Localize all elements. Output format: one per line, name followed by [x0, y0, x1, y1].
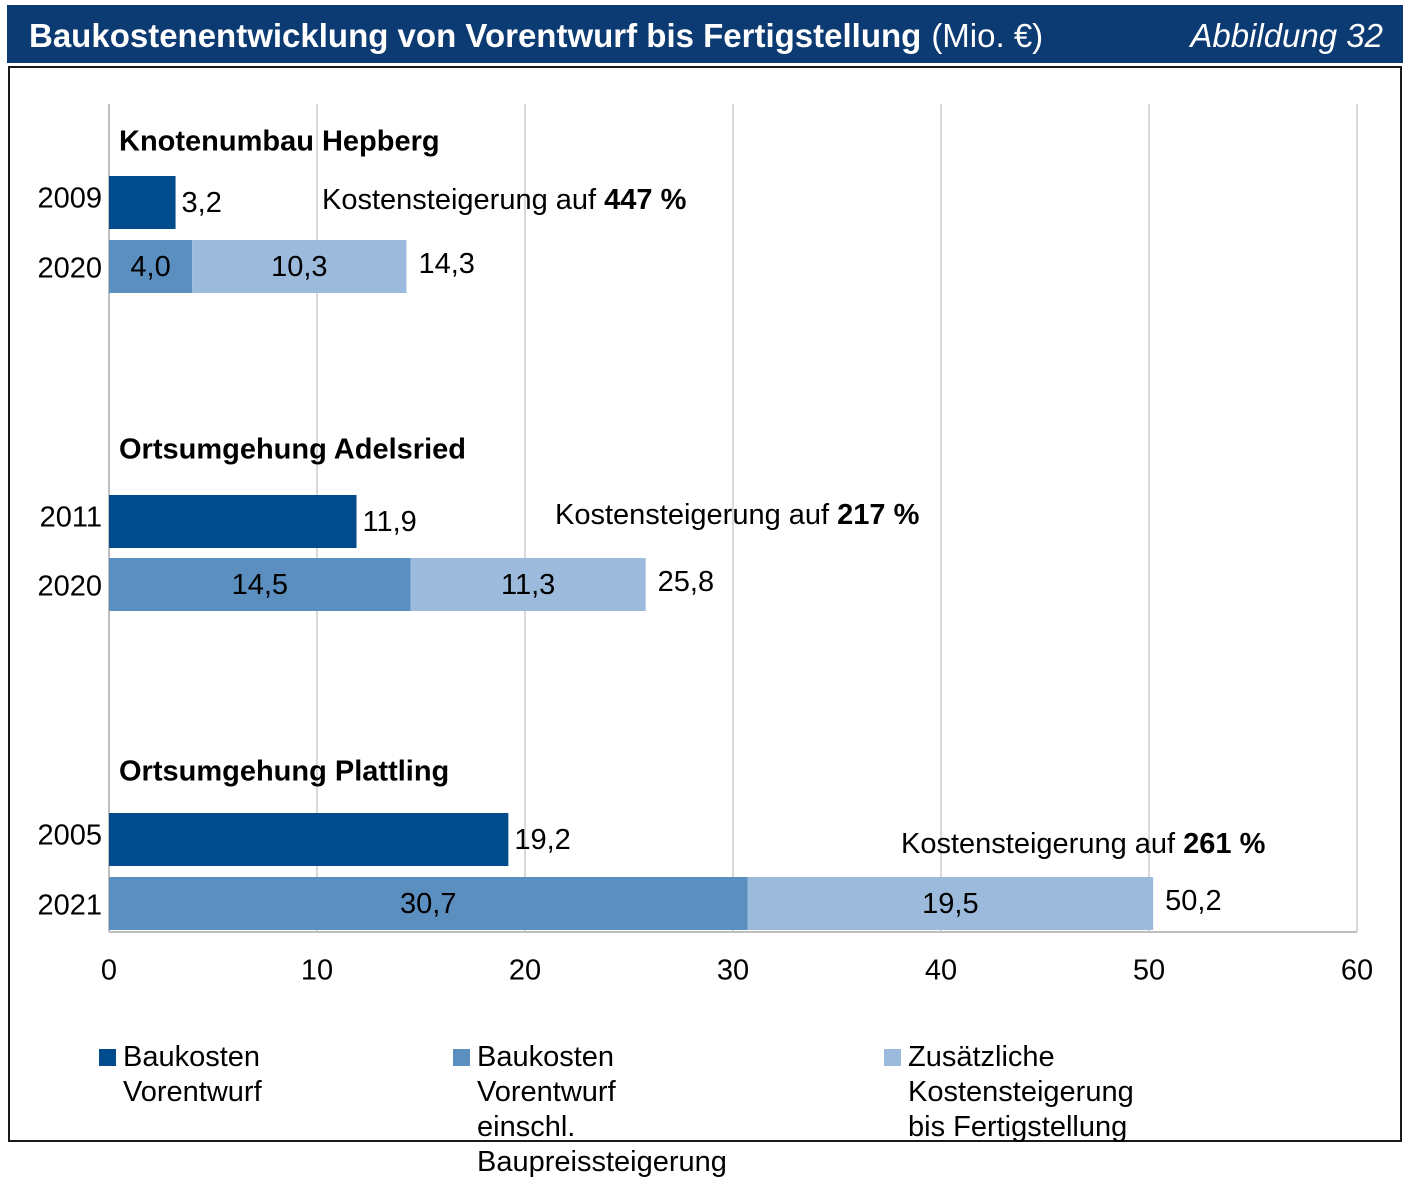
- x-tick-label: 30: [717, 955, 749, 987]
- x-tick-label: 60: [1341, 955, 1373, 987]
- year-label: 2020: [37, 571, 102, 603]
- group-title: Ortsumgehung Adelsried: [119, 434, 466, 466]
- segment-value-label: 14,5: [232, 569, 288, 601]
- segment-value-label: 10,3: [271, 251, 327, 283]
- figure-number: Abbildung 32: [1190, 17, 1383, 54]
- year-label: 2021: [37, 890, 102, 922]
- cost-increase-value: 261 %: [1183, 828, 1265, 860]
- cost-increase-prefix: Kostensteigerung auf: [901, 828, 1183, 860]
- legend-swatch-zusaetzliche-kostensteigerung: [884, 1049, 901, 1066]
- bar-segment: [109, 240, 193, 293]
- year-label: 2020: [37, 253, 102, 285]
- bar-segment: [109, 176, 176, 229]
- bar-segment: [109, 495, 357, 548]
- total-value-label: 25,8: [658, 566, 714, 598]
- year-label: 2005: [37, 820, 102, 852]
- group-title: Knotenumbau Hepberg: [119, 126, 440, 158]
- chart-title: Baukostenentwicklung von Vorentwurf bis …: [29, 17, 922, 54]
- total-value-label: 14,3: [418, 248, 474, 280]
- legend-swatch-baupreissteigerung: [453, 1049, 470, 1066]
- cost-increase-prefix: Kostensteigerung auf: [322, 184, 604, 216]
- cost-increase-value: 217 %: [837, 499, 919, 531]
- segment-value-label: 30,7: [400, 888, 456, 920]
- segment-value-label: 4,0: [130, 251, 170, 283]
- bar-segment: [747, 877, 1154, 930]
- x-tick-label: 20: [509, 955, 541, 987]
- cost-increase-prefix: Kostensteigerung auf: [555, 499, 837, 531]
- year-label: 2011: [40, 502, 102, 534]
- x-tick-label: 10: [301, 955, 333, 987]
- total-value-label: 3,2: [182, 187, 222, 219]
- total-value-label: 11,9: [363, 506, 417, 538]
- total-value-label: 50,2: [1165, 885, 1221, 917]
- chart-title-line: Baukostenentwicklung von Vorentwurf bis …: [29, 17, 1043, 55]
- segment-value-label: 19,5: [922, 888, 978, 920]
- cost-increase-value: 447 %: [604, 184, 686, 216]
- cost-increase-note: Kostensteigerung auf 261 %: [901, 828, 1266, 860]
- x-tick-label: 0: [101, 955, 117, 987]
- legend-label-baukosten-vorentwurf: Baukosten Vorentwurf: [123, 1041, 262, 1108]
- legend-label-zusaetzliche-kostensteigerung: Zusätzliche Kostensteigerung bis Fertigs…: [908, 1041, 1134, 1143]
- bar-segment: [109, 813, 509, 866]
- chart-header: Baukostenentwicklung von Vorentwurf bis …: [7, 5, 1403, 63]
- total-value-label: 19,2: [514, 824, 570, 856]
- x-tick-label: 40: [925, 955, 957, 987]
- year-label: 2009: [37, 183, 102, 215]
- segment-value-label: 11,3: [501, 569, 555, 601]
- legend-swatch-baukosten-vorentwurf: [99, 1049, 116, 1066]
- x-tick-label: 50: [1133, 955, 1165, 987]
- chart-unit: (Mio. €): [931, 17, 1044, 54]
- legend-label-baupreissteigerung: Baukosten Vorentwurf einschl. Baupreisst…: [477, 1041, 727, 1178]
- group-title: Ortsumgehung Plattling: [119, 756, 449, 788]
- bar-chart: 0 10 20 30 40 50 60 Knotenumbau Hepberg 2009 3,2 2…: [37, 104, 1373, 987]
- chart-frame: [8, 66, 1402, 1142]
- bar-segment: [410, 558, 646, 611]
- cost-increase-note: Kostensteigerung auf 447 %: [322, 184, 687, 216]
- bar-segment: [192, 240, 407, 293]
- bar-segment: [109, 877, 748, 930]
- bar-segment: [109, 558, 411, 611]
- cost-increase-note: Kostensteigerung auf 217 %: [555, 499, 920, 531]
